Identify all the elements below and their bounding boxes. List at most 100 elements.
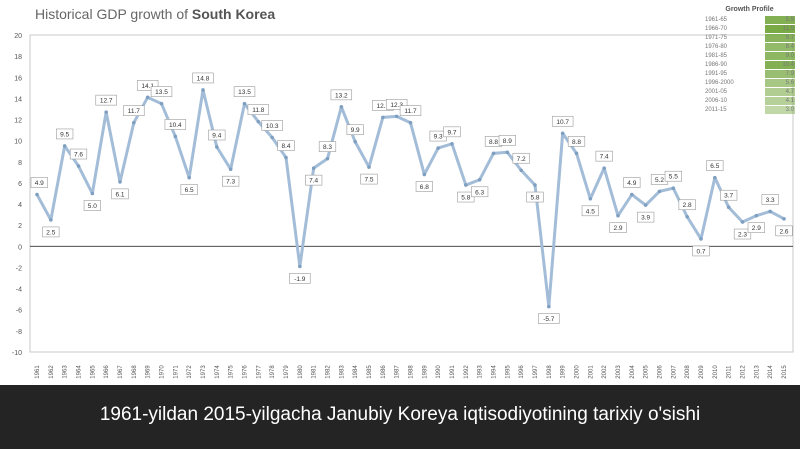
- data-label: 9.5: [56, 128, 74, 140]
- x-tick-label: 2003: [616, 365, 622, 379]
- x-tick-label: 1971: [173, 365, 179, 379]
- data-label: 0.7: [692, 245, 710, 257]
- x-tick-label: 1983: [339, 365, 345, 379]
- video-caption: 1961-yildan 2015-yilgacha Janubiy Koreya…: [99, 404, 701, 425]
- data-point: [547, 304, 551, 309]
- x-tick-label: 2007: [671, 365, 677, 379]
- svg-text:7.2: 7.2: [517, 156, 526, 163]
- y-tick-label: 8: [18, 160, 22, 167]
- svg-text:4.5: 4.5: [586, 208, 595, 215]
- data-point: [768, 209, 772, 214]
- x-tick-label: 1994: [492, 365, 498, 379]
- svg-text:2.6: 2.6: [779, 228, 788, 235]
- y-tick-label: -6: [16, 308, 22, 315]
- chart-title-prefix: Historical GDP growth of: [35, 6, 192, 22]
- legend-period: 1991-95: [705, 71, 728, 77]
- svg-text:5.5: 5.5: [669, 174, 678, 181]
- x-tick-label: 1970: [160, 365, 166, 379]
- data-point: [630, 192, 634, 197]
- x-tick-label: 1967: [118, 365, 124, 379]
- data-label: 2.6: [775, 225, 793, 237]
- data-label: 6.5: [706, 160, 724, 171]
- data-point: [367, 165, 371, 169]
- data-label: 8.3: [318, 141, 337, 152]
- data-point: [49, 218, 53, 222]
- x-tick-label: 2013: [754, 365, 760, 379]
- x-tick-label: 1996: [519, 365, 525, 379]
- data-label: 11.7: [399, 105, 422, 117]
- data-point: [616, 213, 620, 218]
- data-point: [685, 214, 689, 219]
- x-tick-label: 1976: [243, 365, 249, 379]
- data-label: 8.8: [567, 136, 586, 147]
- svg-text:6.1: 6.1: [115, 191, 124, 198]
- data-label: 7.3: [222, 175, 240, 187]
- y-tick-label: 16: [14, 75, 22, 82]
- legend-period: 1986-90: [705, 62, 728, 68]
- data-point: [215, 145, 219, 149]
- legend-row: 1991-95 7.9: [703, 70, 796, 78]
- x-tick-label: 1982: [326, 365, 332, 379]
- x-tick-label: 2014: [768, 365, 774, 379]
- x-tick-label: 1998: [547, 365, 553, 379]
- data-label: 2.8: [678, 199, 696, 211]
- legend-row: 2001-05 4.7: [703, 88, 796, 96]
- x-tick-label: 1963: [63, 365, 69, 379]
- data-point: [339, 105, 344, 109]
- x-tick-label: 1990: [436, 365, 442, 379]
- data-label: 7.4: [305, 174, 323, 186]
- x-tick-label: 1980: [298, 365, 304, 379]
- data-label: 8.4: [277, 140, 295, 151]
- legend-period: 1976-80: [705, 44, 728, 50]
- x-tick-label: 1966: [104, 365, 110, 379]
- svg-text:14.1: 14.1: [141, 83, 154, 90]
- data-point: [477, 177, 482, 182]
- svg-text:2.9: 2.9: [613, 225, 622, 232]
- chart-area: 20 18 16 14 12 10 8 6 4 2 0 -2 -4 -6 -8 -10 1961 1962 1963…: [11, 6, 796, 379]
- x-tick-label: 1984: [353, 365, 359, 379]
- svg-text:2.5: 2.5: [46, 229, 55, 236]
- x-tick-label: 2011: [727, 365, 733, 379]
- data-label: 11.7: [123, 105, 145, 117]
- data-point: [505, 150, 510, 155]
- data-label: 3.3: [761, 194, 779, 205]
- data-label: 9.4: [208, 129, 226, 141]
- data-label: 10.7: [551, 115, 574, 127]
- legend-row: 2006-10 4.1: [703, 97, 796, 105]
- svg-text:7.3: 7.3: [226, 179, 235, 186]
- legend-value: 9.7: [785, 35, 794, 41]
- svg-text:11.7: 11.7: [404, 108, 417, 115]
- legend-period: 1971-75: [705, 35, 728, 41]
- legend-row: 1966-70 11.5: [703, 25, 796, 33]
- data-point: [325, 156, 330, 161]
- data-point: [560, 131, 565, 136]
- svg-text:5.8: 5.8: [530, 195, 539, 202]
- legend-value: 4.7: [785, 89, 794, 95]
- data-point: [35, 192, 39, 197]
- data-label: 8.9: [498, 134, 516, 146]
- y-tick-label: -4: [16, 287, 22, 294]
- x-tick-label: 1988: [409, 365, 415, 379]
- legend-value: 4.1: [785, 98, 794, 104]
- legend-period: 2011-15: [705, 107, 727, 113]
- svg-text:7.5: 7.5: [364, 177, 373, 184]
- data-label: 2.5: [42, 226, 60, 238]
- data-point: [284, 155, 288, 160]
- legend-level-bar: [765, 61, 795, 69]
- x-tick-label: 1962: [49, 365, 55, 379]
- data-label: 3.9: [637, 211, 655, 223]
- data-point: [643, 203, 648, 207]
- x-tick-label: 1987: [395, 365, 401, 379]
- svg-text:9.5: 9.5: [60, 131, 69, 138]
- data-label: 6.1: [111, 188, 129, 200]
- x-tick-label: 1968: [132, 365, 138, 379]
- legend-value: 10.4: [782, 62, 794, 68]
- svg-text:-5.7: -5.7: [543, 316, 555, 323]
- data-point: [242, 101, 247, 106]
- x-tick-label: 1977: [256, 365, 262, 379]
- x-tick-label: 2000: [575, 365, 581, 379]
- y-tick-label: -10: [12, 350, 22, 357]
- svg-text:9.3: 9.3: [434, 134, 443, 141]
- legend-level-bar: [765, 97, 795, 105]
- data-point: [159, 101, 164, 106]
